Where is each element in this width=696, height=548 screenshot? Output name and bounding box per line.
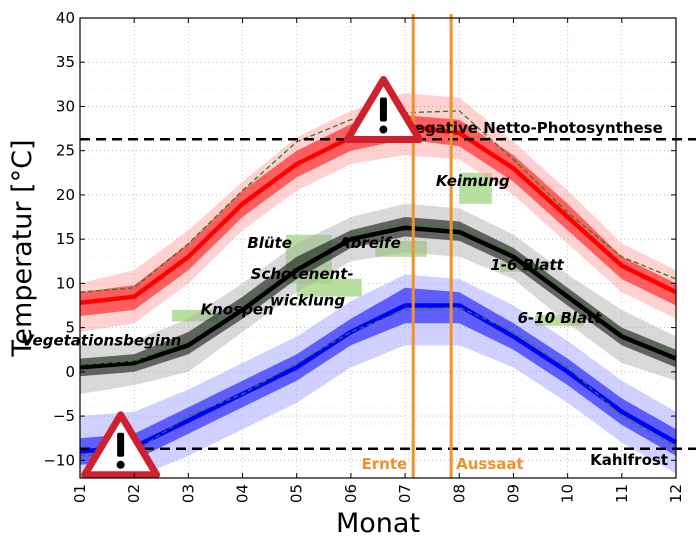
stage-label: Abreife (338, 234, 401, 252)
y-tick-label: 0 (65, 363, 75, 381)
series-dashed-line (79, 306, 677, 457)
stage-highlight-box (296, 278, 362, 297)
stage-label: wicklung (270, 292, 345, 310)
stage-highlight-box (172, 309, 219, 322)
warning-icon (343, 76, 423, 144)
x-axis-title: Monat (336, 508, 420, 539)
y-axis-ticks: −10 −5 0 5 10 15 20 25 30 35 40 (43, 9, 676, 469)
x-tick-label: 08 (450, 484, 468, 503)
stage-label: 1-6 Blatt (490, 256, 564, 274)
x-tick-label: 09 (504, 484, 522, 503)
warning-icons (81, 76, 423, 479)
x-tick-label: 12 (667, 484, 685, 503)
x-tick-label: 11 (613, 484, 631, 503)
stage-label: Knospen (201, 300, 274, 318)
stage-labels: negative Netto-Photosynthese Kahlfrost Ern… (22, 119, 668, 473)
threshold-label-photosynthesis: negative Netto-Photosynthese (404, 119, 663, 137)
confidence-bands (80, 93, 676, 478)
plot-frame (79, 17, 677, 479)
harvest-label: Ernte (362, 455, 408, 473)
band-outer (80, 274, 676, 478)
y-tick-label: 5 (65, 319, 75, 337)
warning-icon (81, 411, 161, 479)
sowing-label: Aussaat (456, 455, 524, 473)
x-tick-label: 07 (396, 484, 414, 503)
x-tick-label: 05 (288, 484, 306, 503)
y-tick-label: 40 (56, 9, 75, 27)
y-axis-title: Temperatur [°C] (7, 139, 38, 357)
x-tick-label: 01 (71, 484, 89, 503)
y-tick-label: −10 (43, 451, 75, 469)
x-tick-label: 04 (234, 484, 252, 503)
stage-highlight-box (535, 315, 584, 326)
y-tick-label: 15 (56, 230, 75, 248)
series-line (79, 303, 678, 454)
stage-label: Blüte (247, 234, 292, 252)
stage-label: Schotenent- (251, 265, 354, 283)
stage-label: Vegetationsbeginn (22, 331, 181, 349)
stage-highlight-box (459, 172, 492, 204)
stage-label: Keimung (436, 172, 510, 190)
grid (79, 17, 677, 479)
exclamation-dot (116, 460, 125, 469)
x-axis-ticks: 01 02 03 04 05 06 07 08 09 10 11 12 (71, 18, 685, 503)
x-tick-label: 03 (179, 484, 197, 503)
y-tick-label: 30 (56, 97, 75, 115)
exclamation-bar (379, 97, 387, 122)
series-dashed-line (79, 222, 677, 366)
y-tick-label: −5 (53, 407, 75, 425)
band-inner (80, 115, 676, 317)
sowing-harvest-lines (411, 14, 453, 478)
threshold-label-frost: Kahlfrost (590, 451, 668, 469)
x-tick-label: 02 (125, 484, 143, 503)
x-tick-label: 10 (559, 484, 577, 503)
series-line (79, 225, 677, 370)
stage-label: 6-10 Blatt (518, 309, 603, 327)
series-dashed-line (79, 110, 677, 293)
band-outer (80, 203, 676, 394)
y-tick-label: 35 (56, 53, 75, 71)
exclamation-bar (117, 432, 125, 457)
x-tick-label: 06 (342, 484, 360, 503)
y-tick-label: 10 (56, 274, 75, 292)
y-tick-label: 20 (56, 186, 75, 204)
y-tick-label: 25 (56, 142, 75, 160)
exclamation-dot (379, 125, 388, 134)
